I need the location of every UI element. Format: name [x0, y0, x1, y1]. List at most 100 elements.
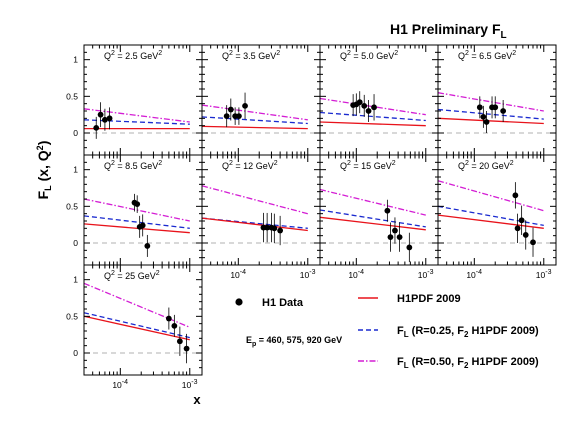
x-tick-label: 10-3 — [418, 269, 434, 280]
data-point — [476, 104, 483, 111]
curve-r025 — [201, 116, 308, 125]
curve-r025 — [437, 205, 544, 227]
data-point — [183, 345, 190, 352]
x-axis-label: x — [193, 392, 201, 407]
data-point — [514, 225, 521, 232]
y-axis-label: FL (x, Q2) — [35, 141, 53, 200]
x-tick-label: 10-4 — [112, 379, 128, 390]
data-point — [522, 232, 529, 238]
data-point — [518, 217, 525, 224]
panel-q2-20: Q2 = 20 GeV2 10-4 10-3 — [437, 154, 557, 280]
data-point — [93, 124, 100, 131]
curve-h1pdf — [319, 121, 426, 127]
curve-r050 — [83, 282, 191, 328]
panel-frame — [319, 44, 439, 156]
data-point — [236, 113, 242, 120]
y-tick-label: 0 — [73, 238, 78, 248]
legend-h1pdf-label: H1PDF 2009 — [397, 293, 461, 305]
panel-q2-3-5: Q2 = 3.5 GeV2 — [201, 44, 321, 156]
data-point — [134, 201, 141, 208]
panel-frame — [201, 154, 321, 266]
x-tick-label: 10-4 — [466, 269, 482, 280]
data-point — [361, 102, 368, 109]
panel-frame — [83, 264, 203, 376]
panel-frame — [201, 44, 321, 156]
x-tick-label: 10-4 — [348, 269, 364, 280]
curve-r025 — [319, 111, 426, 122]
panel-q2-2-5: Q2 = 2.5 GeV2 0 0.5 1 — [66, 44, 203, 156]
curve-r050 — [201, 185, 308, 215]
data-point — [483, 119, 490, 125]
curve-r050 — [437, 180, 544, 212]
y-tick-label: 1 — [73, 165, 78, 175]
y-tick-label: 1 — [73, 55, 78, 65]
curve-h1pdf — [83, 315, 190, 341]
data-point — [264, 224, 271, 231]
data-point — [223, 113, 230, 120]
curve-h1pdf — [319, 216, 426, 231]
figure-title: H1 Preliminary FL — [390, 21, 507, 41]
panel-frame — [437, 44, 557, 156]
curve-h1pdf — [437, 214, 544, 229]
y-tick-label: 0 — [73, 128, 78, 138]
panel-frame — [437, 154, 557, 266]
curve-h1pdf — [83, 223, 190, 234]
legend-r025-label: FL (R=0.25, F2 H1PDF 2009) — [397, 325, 539, 339]
y-tick-label: 0.5 — [66, 201, 78, 211]
data-point — [530, 239, 536, 246]
q2-label: Q2 = 12 GeV2 — [222, 160, 278, 171]
data-point — [277, 227, 284, 234]
curve-r050 — [83, 108, 190, 123]
data-point — [512, 192, 519, 199]
data-point — [492, 104, 499, 111]
legend-data-label: H1 Data — [262, 297, 304, 309]
legend: H1 Data Ep = 460, 575, 920 GeV H1PDF 2009 F… — [235, 293, 539, 370]
q2-label: Q2 = 2.5 GeV2 — [104, 50, 162, 61]
panel-q2-8-5: Q2 = 8.5 GeV2 0 0.5 1 — [66, 154, 203, 266]
y-tick-label: 0.5 — [66, 311, 78, 321]
y-tick-label: 1 — [73, 275, 78, 285]
data-point — [227, 106, 234, 113]
data-point — [171, 322, 178, 329]
panel-q2-6-5: Q2 = 6.5 GeV2 — [437, 44, 557, 156]
panel-q2-5-0: Q2 = 5.0 GeV2 — [319, 44, 439, 156]
curve-r025 — [83, 119, 190, 125]
x-tick-label: 10-3 — [536, 269, 552, 280]
data-point — [102, 116, 108, 123]
data-point — [480, 113, 487, 120]
panel-q2-12: Q2 = 12 GeV2 10-4 10-3 — [201, 154, 321, 280]
panel-grid: Q2 = 2.5 GeV2 0 0.5 1 Q2 = 3.5 GeV2 Q2 = 5.0 … — [66, 44, 557, 390]
data-point — [97, 111, 104, 118]
curve-r025 — [83, 215, 190, 229]
curve-h1pdf — [201, 125, 308, 130]
legend-r050-label: FL (R=0.50, F2 H1PDF 2009) — [397, 356, 539, 370]
legend-data-marker — [235, 298, 243, 306]
curve-h1pdf — [437, 117, 544, 125]
q2-label: Q2 = 6.5 GeV2 — [458, 50, 516, 61]
panel-frame — [83, 44, 203, 156]
data-point — [242, 102, 248, 109]
data-point — [500, 108, 507, 114]
q2-label: Q2 = 3.5 GeV2 — [222, 50, 280, 61]
data-point — [392, 227, 398, 234]
q2-label: Q2 = 5.0 GeV2 — [340, 50, 398, 61]
q2-label: Q2 = 8.5 GeV2 — [104, 160, 162, 171]
data-point — [387, 234, 394, 241]
data-point — [371, 104, 377, 111]
curve-r050 — [201, 104, 308, 121]
panel-frame — [319, 154, 439, 266]
panel-q2-15: Q2 = 15 GeV2 10-4 10-3 — [319, 154, 439, 280]
data-point — [365, 108, 372, 114]
curve-h1pdf — [201, 217, 308, 232]
data-point — [139, 222, 146, 229]
q2-label: Q2 = 15 GeV2 — [340, 160, 396, 171]
data-point — [144, 243, 151, 249]
legend-beam-energies: Ep = 460, 575, 920 GeV — [246, 335, 342, 348]
data-point — [406, 244, 413, 251]
data-point — [271, 225, 278, 232]
data-point — [165, 315, 172, 322]
x-tick-label: 10-3 — [300, 269, 316, 280]
curve-r050 — [437, 92, 544, 112]
curve-r050 — [319, 97, 426, 116]
